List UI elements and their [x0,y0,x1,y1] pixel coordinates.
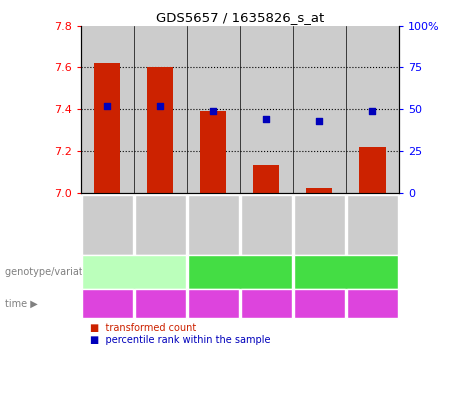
Text: ZT15: ZT15 [147,299,173,309]
Text: time ▶: time ▶ [5,299,37,309]
Point [156,103,164,109]
Bar [306,188,332,193]
Text: GSM1657355: GSM1657355 [156,195,165,255]
Point [209,108,217,114]
Text: Cabut depletion: Cabut depletion [307,267,385,277]
Bar [187,26,240,193]
Bar [293,26,346,193]
Bar [346,26,399,193]
Text: ZT15: ZT15 [359,299,385,309]
Bar [81,26,134,193]
Text: GSM1657356: GSM1657356 [209,195,218,255]
Point [262,116,270,122]
Bar [94,63,120,193]
Text: GSM1657357: GSM1657357 [262,195,271,255]
Text: GSM1657354: GSM1657354 [103,195,112,255]
Text: genotype/variation ▶: genotype/variation ▶ [5,267,108,277]
Text: ZT3: ZT3 [97,299,117,309]
Text: ZT3: ZT3 [203,299,223,309]
Bar [359,147,385,193]
Text: ZT15: ZT15 [253,299,279,309]
Bar [134,26,187,193]
Point [368,108,376,114]
Bar [240,26,293,193]
Text: ■  percentile rank within the sample: ■ percentile rank within the sample [90,335,271,345]
Text: GSM1657359: GSM1657359 [368,195,377,255]
Point [103,103,111,109]
Text: ■  transformed count: ■ transformed count [90,323,196,333]
Title: GDS5657 / 1635826_s_at: GDS5657 / 1635826_s_at [156,11,324,24]
Text: wild type: wild type [112,267,156,277]
Point [315,118,323,124]
Bar [253,165,279,193]
Text: ZT3: ZT3 [309,299,329,309]
Bar [200,111,226,193]
Text: GSM1657358: GSM1657358 [315,195,324,255]
Text: Cabut
overexpression: Cabut overexpression [203,261,277,283]
Bar [147,67,173,193]
